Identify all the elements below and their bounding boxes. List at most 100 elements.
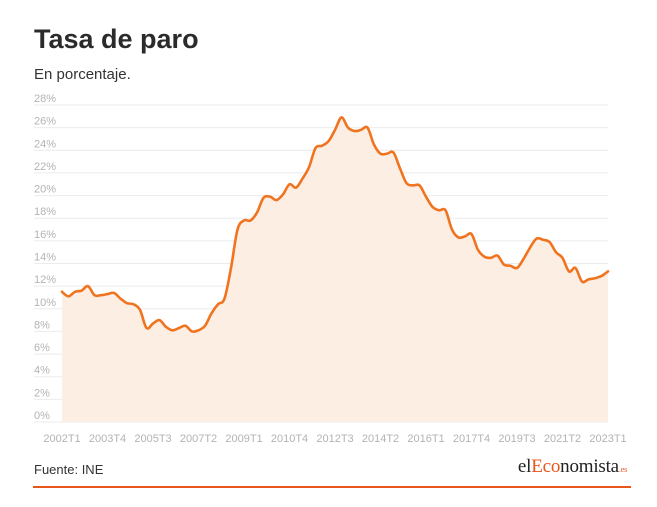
data-point-2021T1[interactable] bbox=[553, 249, 559, 255]
x-axis-labels: 2002T1 2003T4 2005T3 2007T2 2009T1 2010T4 2012… bbox=[43, 433, 626, 445]
data-point-2003T2[interactable] bbox=[92, 292, 98, 298]
data-point-2017T4[interactable] bbox=[469, 231, 475, 237]
data-point-2014T1[interactable] bbox=[371, 142, 377, 148]
data-point-2012T2[interactable] bbox=[326, 138, 332, 144]
data-point-2019T2[interactable] bbox=[508, 263, 514, 269]
data-point-2011T1[interactable] bbox=[293, 185, 299, 191]
data-point-2022T1[interactable] bbox=[579, 279, 585, 285]
data-point-2022T3[interactable] bbox=[592, 275, 598, 281]
data-point-2010T1[interactable] bbox=[267, 194, 273, 200]
x-tick-label: 2002T1 bbox=[43, 433, 80, 445]
data-point-2005T3[interactable] bbox=[150, 321, 156, 327]
data-point-2015T3[interactable] bbox=[410, 182, 416, 188]
data-point-2015T4[interactable] bbox=[417, 182, 423, 188]
data-point-2014T2[interactable] bbox=[378, 151, 384, 157]
data-point-2020T2[interactable] bbox=[534, 236, 540, 242]
data-point-2003T4[interactable] bbox=[105, 291, 111, 297]
data-point-2017T1[interactable] bbox=[449, 227, 455, 233]
data-point-2008T1[interactable] bbox=[215, 301, 221, 307]
data-point-2004T2[interactable] bbox=[118, 296, 124, 302]
data-point-2012T4[interactable] bbox=[339, 114, 345, 120]
x-tick-label: 2010T4 bbox=[271, 433, 308, 445]
data-point-2011T4[interactable] bbox=[313, 145, 319, 151]
data-point-2022T4[interactable] bbox=[599, 273, 605, 279]
data-point-2009T2[interactable] bbox=[248, 217, 254, 223]
data-point-2012T3[interactable] bbox=[332, 127, 338, 133]
data-point-2014T4[interactable] bbox=[391, 150, 397, 156]
data-point-2006T1[interactable] bbox=[163, 324, 169, 330]
data-point-2016T4[interactable] bbox=[443, 207, 449, 213]
data-point-2009T4[interactable] bbox=[261, 195, 267, 201]
data-point-2010T3[interactable] bbox=[280, 191, 286, 197]
data-point-2009T3[interactable] bbox=[254, 210, 260, 216]
data-point-2017T3[interactable] bbox=[462, 233, 468, 239]
data-point-2019T3[interactable] bbox=[514, 265, 520, 271]
data-point-2015T1[interactable] bbox=[397, 165, 403, 171]
data-point-2007T1[interactable] bbox=[189, 328, 195, 334]
data-point-2020T3[interactable] bbox=[540, 237, 546, 243]
data-point-2010T4[interactable] bbox=[287, 181, 293, 187]
data-point-2004T4[interactable] bbox=[131, 301, 137, 307]
x-tick-label: 2005T3 bbox=[134, 433, 171, 445]
data-point-2009T1[interactable] bbox=[241, 217, 247, 223]
data-point-2023T1[interactable] bbox=[605, 268, 611, 274]
data-point-2004T3[interactable] bbox=[124, 300, 130, 306]
data-point-2006T4[interactable] bbox=[183, 323, 189, 329]
footer-rule bbox=[33, 486, 631, 488]
data-point-2018T4[interactable] bbox=[495, 253, 501, 259]
chart-subtitle: En porcentaje. bbox=[34, 66, 131, 83]
data-point-2019T4[interactable] bbox=[521, 256, 527, 262]
data-point-2018T2[interactable] bbox=[482, 254, 488, 260]
data-point-2020T1[interactable] bbox=[527, 245, 533, 251]
data-point-2006T3[interactable] bbox=[176, 325, 182, 331]
data-point-2021T3[interactable] bbox=[566, 268, 572, 274]
data-point-2011T3[interactable] bbox=[306, 164, 312, 170]
data-point-2013T4[interactable] bbox=[365, 125, 371, 131]
data-point-2017T2[interactable] bbox=[456, 234, 462, 240]
data-point-2002T1[interactable] bbox=[59, 289, 65, 295]
eleconomista-logo[interactable]: elEconomista.es bbox=[518, 456, 627, 478]
data-point-2002T2[interactable] bbox=[66, 293, 72, 299]
data-point-2003T3[interactable] bbox=[98, 292, 104, 298]
data-point-2013T1[interactable] bbox=[345, 125, 351, 131]
data-point-2005T1[interactable] bbox=[137, 307, 143, 313]
data-point-2008T3[interactable] bbox=[228, 265, 234, 271]
data-point-2016T1[interactable] bbox=[423, 194, 429, 200]
x-tick-label: 2007T2 bbox=[180, 433, 217, 445]
data-point-2018T1[interactable] bbox=[475, 247, 481, 253]
data-point-2007T2[interactable] bbox=[196, 327, 202, 333]
y-tick-label: 22% bbox=[34, 161, 56, 173]
data-point-2007T3[interactable] bbox=[202, 323, 208, 329]
data-point-2002T3[interactable] bbox=[72, 289, 78, 295]
y-tick-label: 26% bbox=[34, 116, 56, 128]
data-point-2007T4[interactable] bbox=[209, 310, 215, 316]
data-point-2003T1[interactable] bbox=[85, 283, 91, 289]
y-tick-label: 16% bbox=[34, 229, 56, 241]
data-point-2021T4[interactable] bbox=[573, 265, 579, 271]
data-point-2016T3[interactable] bbox=[436, 207, 442, 213]
data-point-2005T2[interactable] bbox=[144, 325, 150, 331]
data-point-2010T2[interactable] bbox=[274, 197, 280, 203]
data-point-2016T2[interactable] bbox=[430, 204, 436, 210]
data-point-2012T1[interactable] bbox=[319, 143, 325, 149]
y-tick-label: 8% bbox=[34, 319, 50, 331]
data-point-2006T2[interactable] bbox=[170, 327, 176, 333]
data-point-2008T2[interactable] bbox=[222, 296, 228, 302]
data-point-2013T2[interactable] bbox=[352, 128, 358, 134]
data-point-2004T1[interactable] bbox=[111, 290, 117, 296]
data-point-2008T4[interactable] bbox=[235, 227, 241, 233]
y-axis-labels: 0% 2% 4% 6% 8% 10% 12% 14% 16% 18% 20% 22% 24% 26% 28% bbox=[34, 93, 56, 422]
data-point-2018T3[interactable] bbox=[488, 255, 494, 261]
data-point-2015T2[interactable] bbox=[404, 180, 410, 186]
data-point-2021T2[interactable] bbox=[560, 255, 566, 261]
data-point-2014T3[interactable] bbox=[384, 151, 390, 157]
data-point-2022T2[interactable] bbox=[586, 276, 592, 282]
data-point-2011T2[interactable] bbox=[300, 176, 306, 182]
data-point-2019T1[interactable] bbox=[501, 262, 507, 268]
data-point-2013T3[interactable] bbox=[358, 127, 364, 133]
data-point-2020T4[interactable] bbox=[547, 239, 553, 245]
y-tick-label: 14% bbox=[34, 252, 56, 264]
logo-rest: nomista bbox=[560, 456, 619, 477]
data-point-2005T4[interactable] bbox=[157, 317, 163, 323]
data-point-2002T4[interactable] bbox=[79, 288, 85, 294]
